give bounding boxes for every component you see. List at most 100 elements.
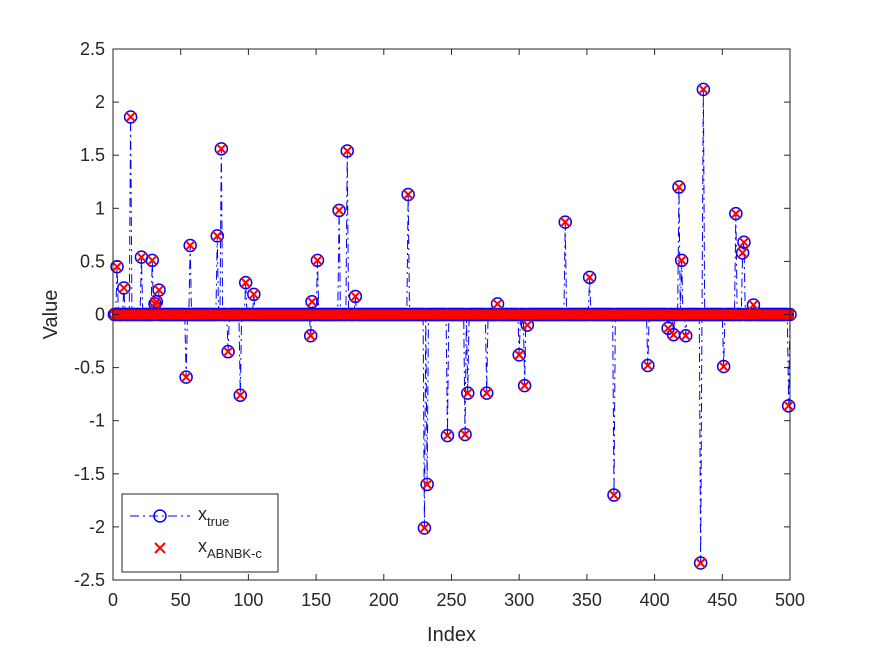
series-true-point xyxy=(247,287,261,302)
x-tick-label: 100 xyxy=(233,590,263,610)
series-true-point xyxy=(340,144,354,158)
y-tick-label: -1.5 xyxy=(74,464,105,484)
series-abnbk-point xyxy=(235,390,246,401)
series-abnbk-point xyxy=(738,237,750,248)
series-true-point xyxy=(117,281,131,295)
series-true-point xyxy=(417,521,432,535)
y-tick-label: -0.5 xyxy=(74,358,105,378)
series-abnbk-point xyxy=(673,181,685,193)
series-abnbk-point xyxy=(118,282,130,294)
series-abnbk-point xyxy=(147,255,158,266)
y-tick-label: 1.5 xyxy=(80,145,105,165)
legend-box xyxy=(121,493,279,573)
series-abnbk-point xyxy=(184,240,196,251)
x-tick-label: 450 xyxy=(707,590,737,610)
series-abnbk-point xyxy=(312,255,323,266)
legend-abnbk-label: xABNBK-c xyxy=(198,536,262,561)
series-true-point xyxy=(303,328,318,343)
y-tick-label: -2 xyxy=(89,517,105,537)
series-true-point xyxy=(440,428,455,443)
series-abnbk-point xyxy=(153,284,165,296)
series-true-point xyxy=(781,399,796,413)
series-true-point xyxy=(145,253,160,268)
series-true-point xyxy=(152,283,166,297)
series-abnbk-point xyxy=(442,430,453,441)
series-true-point xyxy=(512,348,526,362)
series-true-point xyxy=(517,378,532,393)
y-tick-label: -2.5 xyxy=(74,570,105,590)
series-true-point xyxy=(123,110,138,124)
series-true-point xyxy=(729,206,743,221)
series-true-point xyxy=(401,187,415,202)
y-tick-label: 0.5 xyxy=(80,251,105,271)
series-true-point xyxy=(233,388,248,402)
series-abnbk-point xyxy=(492,298,503,310)
y-tick-label: 0 xyxy=(95,305,105,325)
x-tick-label: 300 xyxy=(504,590,534,610)
series-true-point xyxy=(179,370,193,384)
series-abnbk-point xyxy=(111,261,123,272)
x-tick-label: 200 xyxy=(369,590,399,610)
series-true-point xyxy=(716,359,731,374)
series-abnbk-point xyxy=(180,371,192,383)
series-abnbk-point xyxy=(608,489,620,501)
series-true-point xyxy=(210,229,225,243)
series-abnbk-point xyxy=(136,251,147,263)
series-abnbk-point xyxy=(748,299,759,311)
series-abnbk-point xyxy=(125,111,136,123)
series-abnbk-point xyxy=(783,400,794,412)
series-abnbk-point xyxy=(421,479,433,490)
series-true-point xyxy=(735,246,750,260)
series-true-point xyxy=(479,386,494,400)
series-true-point xyxy=(110,259,124,274)
x-tick-label: 250 xyxy=(436,590,466,610)
series-abnbk-point xyxy=(419,522,430,534)
series-true-point xyxy=(238,275,253,290)
series-abnbk-point xyxy=(718,361,729,372)
series-true-point xyxy=(558,215,572,229)
y-tick-label: 1 xyxy=(95,198,105,218)
series-abnbk-point xyxy=(402,189,414,200)
x-tick-label: 500 xyxy=(775,590,805,610)
series-abnbk-point xyxy=(584,272,595,283)
series-true-point xyxy=(420,477,434,492)
series-abnbk-point xyxy=(222,346,234,357)
series-abnbk-point xyxy=(151,296,162,307)
series-true-point xyxy=(183,238,197,253)
y-tick-label: 2.5 xyxy=(80,39,105,59)
y-tick-label: -1 xyxy=(89,411,105,431)
series-abnbk-point xyxy=(522,319,533,331)
legend-entry-abnbk: xABNBK-c xyxy=(154,536,262,561)
series-abnbk-point xyxy=(240,277,251,288)
series-abnbk-point xyxy=(459,429,471,440)
x-tick-label: 150 xyxy=(301,590,331,610)
x-axis-label: Index xyxy=(427,624,476,646)
series-true-point xyxy=(737,235,751,250)
series-abnbk-point xyxy=(676,255,687,266)
series-abnbk-point xyxy=(216,143,227,155)
series-true-point xyxy=(310,253,325,268)
series-true-point xyxy=(641,358,655,373)
y-axis-label: Value xyxy=(40,290,62,340)
x-tick-label: 50 xyxy=(171,590,191,610)
series-abnbk-point xyxy=(668,329,679,340)
series-abnbk-point xyxy=(730,208,742,219)
series-true-point xyxy=(672,180,686,194)
series-abnbk-point xyxy=(350,291,361,302)
series-abnbk-point xyxy=(462,387,473,399)
ticks-layer: 0 50 100 150 200 250 300 350 400 450 500 -2.5 -2 -1.5… xyxy=(74,39,805,610)
legend-entry-true: xtrue xyxy=(130,504,229,529)
series-abnbk-point xyxy=(519,380,530,391)
series-abnbk-point xyxy=(306,296,318,307)
series-abnbk-markers xyxy=(109,84,796,569)
x-tick-label: 350 xyxy=(572,590,602,610)
series-true-point xyxy=(332,203,346,218)
series-abnbk-point xyxy=(642,360,654,371)
series-true-point xyxy=(458,427,472,442)
series-true-point xyxy=(607,488,621,502)
x-tick-label: 400 xyxy=(640,590,670,610)
series-abnbk-point xyxy=(333,205,345,216)
legend-true-circle-icon xyxy=(153,509,167,523)
series-true-point xyxy=(693,556,708,570)
series-true-point xyxy=(582,270,597,285)
